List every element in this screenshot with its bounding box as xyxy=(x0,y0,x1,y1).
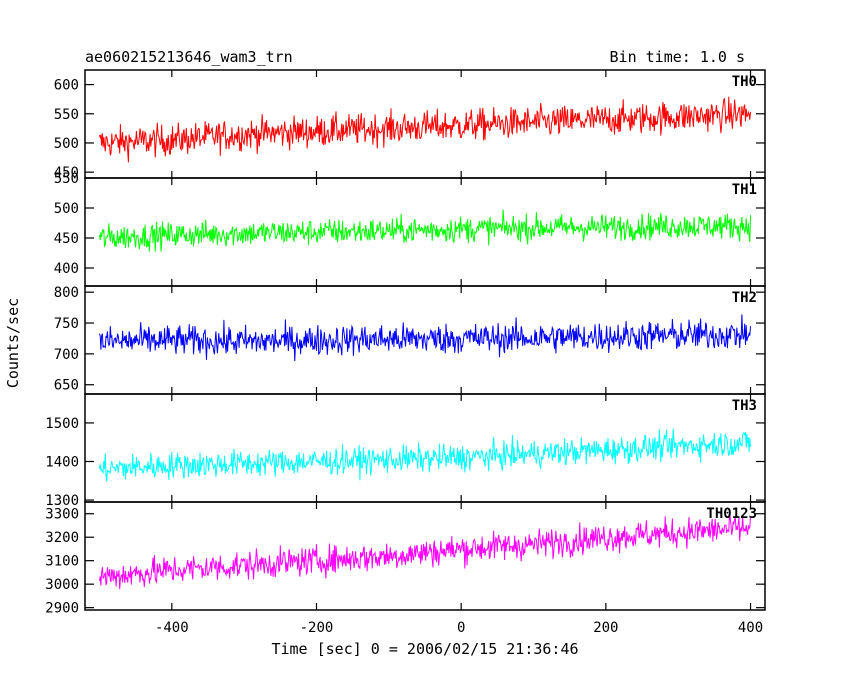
panel-th2: 650 700 750 800 TH2 xyxy=(54,285,766,395)
panel-frame xyxy=(84,501,766,611)
y-tick-label: 1400 xyxy=(45,455,79,471)
y-tick-label: 500 xyxy=(54,136,79,152)
panel-th0123: 2900 3000 3100 3200 3300 TH0123 xyxy=(45,501,766,617)
y-tick-label: 3000 xyxy=(45,577,79,593)
x-tick-label: 400 xyxy=(738,620,763,636)
y-tick-label: 500 xyxy=(54,201,79,217)
y-tick-label: 550 xyxy=(54,171,79,187)
series-line-th2 xyxy=(99,314,751,362)
panel-th1: 400 450 500 550 TH1 xyxy=(54,171,766,287)
y-tick-label: 750 xyxy=(54,316,79,332)
panel-th0: 450 500 550 600 TH0 xyxy=(54,69,766,181)
y-tick-label: 1300 xyxy=(45,493,79,509)
y-axis-label: Counts/sec xyxy=(4,298,22,388)
chart-title: ae060215213646_wam3_trn xyxy=(85,48,293,66)
y-tick-label: 400 xyxy=(54,261,79,277)
series-line-th0 xyxy=(99,96,751,163)
y-tick-label: 3300 xyxy=(45,507,79,523)
series-line-th1 xyxy=(99,209,751,252)
x-tick-label: -200 xyxy=(300,620,334,636)
y-tick-label: 700 xyxy=(54,347,79,363)
x-tick-label: 0 xyxy=(457,620,465,636)
x-tick-label: 200 xyxy=(593,620,618,636)
panels-group: 450 500 550 600 TH0 400 450 500 550 TH1 650 700 750 8… xyxy=(45,69,766,617)
y-tick-label: 550 xyxy=(54,107,79,123)
chart-subtitle: Bin time: 1.0 s xyxy=(610,48,745,66)
x-axis-label: Time [sec] 0 = 2006/02/15 21:36:46 xyxy=(271,640,578,658)
series-line-th3 xyxy=(99,428,751,482)
y-tick-label: 450 xyxy=(54,165,79,181)
x-axis: -400 -200 0 200 400 xyxy=(155,620,763,636)
panel-label-th0: TH0 xyxy=(732,74,757,90)
panel-label-th2: TH2 xyxy=(732,290,757,306)
y-tick-label: 3200 xyxy=(45,530,79,546)
y-tick-label: 600 xyxy=(54,78,79,94)
y-tick-label: 650 xyxy=(54,378,79,394)
panel-th3: 1300 1400 1500 TH3 xyxy=(45,393,766,509)
y-tick-label: 800 xyxy=(54,285,79,301)
y-tick-label: 3100 xyxy=(45,554,79,570)
y-tick-label: 2900 xyxy=(45,601,79,617)
y-tick-label: 450 xyxy=(54,231,79,247)
y-tick-label: 1500 xyxy=(45,416,79,432)
panel-label-th1: TH1 xyxy=(732,182,757,198)
series-line-th0123 xyxy=(99,509,751,590)
x-tick-label: -400 xyxy=(155,620,189,636)
panel-label-th3: TH3 xyxy=(732,398,757,414)
panel-label-th0123: TH0123 xyxy=(706,506,757,522)
